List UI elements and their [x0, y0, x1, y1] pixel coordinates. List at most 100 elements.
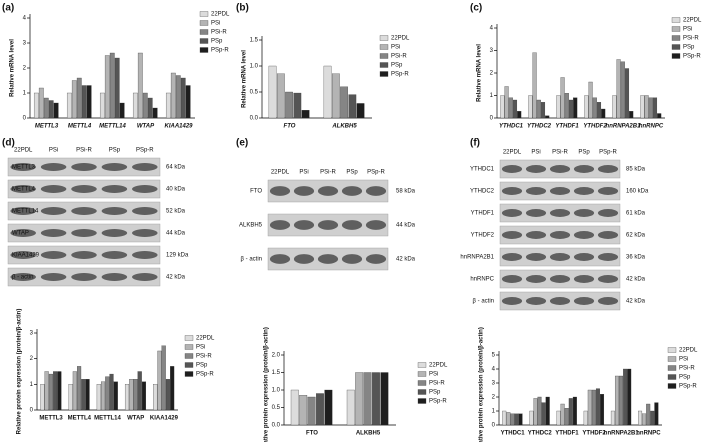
bar [512, 99, 518, 119]
bar [105, 376, 110, 411]
bar [657, 113, 662, 119]
y-tick-label: 2 [23, 66, 27, 72]
blot-protein: ALKBH5 [239, 223, 263, 229]
blot-band [269, 186, 291, 196]
blot-band [549, 187, 571, 195]
legend-swatch [184, 353, 194, 359]
blot-band [549, 253, 571, 261]
bar [380, 372, 389, 426]
bar [57, 371, 62, 411]
bar [68, 384, 73, 411]
legend-label: PSp [429, 390, 441, 396]
blot-band [597, 165, 619, 173]
legend-swatch [379, 62, 389, 68]
x-tick-label: METTL3 [39, 416, 63, 422]
panel-label: (a) [2, 3, 14, 14]
bar [268, 65, 277, 119]
bar [331, 73, 340, 119]
lane-label: PSp [109, 148, 121, 154]
x-tick-label: KIAA1429 [150, 416, 179, 422]
blot-band [573, 165, 595, 173]
blot-protein: YTHDF2 [471, 233, 495, 239]
blot-protein: hnRNPA2B1 [460, 255, 494, 261]
legend-swatch [667, 374, 677, 380]
legend-swatch [671, 53, 681, 59]
bar [340, 86, 348, 119]
legend-label: PSi-R [429, 381, 445, 387]
blot-band [132, 163, 158, 171]
bar [301, 110, 310, 119]
blot-band [10, 251, 36, 259]
bar [38, 87, 44, 119]
blot-band [525, 209, 547, 217]
y-tick-label: 4 [492, 367, 496, 373]
bar [77, 366, 82, 411]
y-tick-label: 3 [490, 48, 494, 54]
bar [610, 410, 615, 426]
blot-band [71, 163, 97, 171]
bar [363, 372, 372, 426]
bar [137, 52, 143, 119]
blot-band [10, 163, 36, 171]
bar [147, 97, 153, 119]
bar [644, 95, 649, 119]
panel-label: (f) [470, 138, 480, 149]
bar [33, 92, 39, 119]
bar [85, 379, 90, 411]
legend-swatch [667, 365, 677, 371]
legend-swatch [184, 362, 194, 368]
lane-label: PSi-R [76, 148, 92, 154]
legend-swatch [184, 371, 194, 377]
y-tick-label: 1 [492, 409, 496, 415]
x-tick-label: YTHDF1 [555, 124, 579, 130]
blot-size: 42 kDa [396, 257, 416, 263]
x-tick-label: YTHDC1 [499, 124, 524, 130]
x-tick-label: hnRNPA2B1 [604, 431, 640, 437]
x-tick-label: METTL3 [35, 124, 59, 130]
blot-protein: hnRNPC [470, 277, 494, 283]
bar [170, 72, 176, 119]
blot-band [40, 273, 67, 281]
blot-band [501, 231, 523, 239]
bar [500, 95, 505, 119]
bar [132, 92, 138, 119]
bar [623, 368, 628, 426]
y-tick-label: 3 [23, 41, 27, 47]
bar [502, 410, 507, 426]
bar [541, 402, 546, 426]
legend-label: 22PDL [429, 363, 448, 369]
y-axis-title: Relative mRNA level [10, 39, 16, 97]
bar [545, 396, 550, 426]
lane-label: PSi-R [320, 170, 336, 176]
blot-band [549, 231, 571, 239]
lane-label: PSp [346, 170, 358, 176]
blot-size: 42 kDa [626, 299, 646, 305]
blot-protein: YTHDF1 [471, 211, 495, 217]
blot-band [132, 273, 158, 281]
legend-label: PSi-R [679, 366, 695, 372]
bar [101, 381, 106, 411]
legend-swatch [199, 47, 209, 53]
bar [564, 408, 569, 426]
bar [504, 86, 509, 119]
bar [72, 371, 77, 411]
blot-band [573, 297, 595, 305]
bar [124, 384, 130, 411]
bar [652, 97, 658, 119]
legend-label: 22PDL [679, 348, 698, 354]
bar [81, 379, 86, 411]
bar [510, 413, 515, 426]
bar [165, 92, 171, 119]
bar [640, 95, 645, 119]
bar [508, 97, 513, 119]
legend-label: PSp-R [679, 384, 697, 390]
y-tick-label: 4 [23, 16, 27, 22]
bar [285, 91, 293, 119]
y-tick-label: 1.5 [250, 38, 259, 44]
bar [153, 384, 158, 411]
blot-band [40, 207, 67, 215]
bar [583, 410, 588, 426]
blot-band [597, 231, 619, 239]
y-tick-label: 2 [490, 71, 494, 77]
